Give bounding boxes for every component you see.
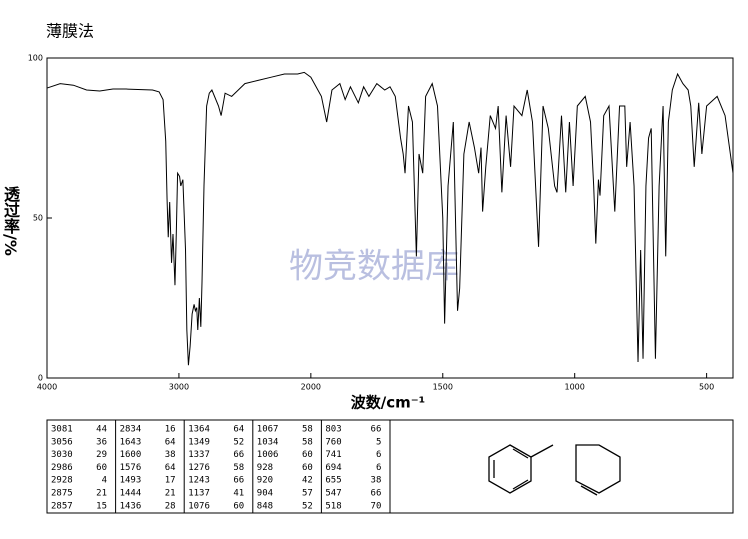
x-axis-label: 波数/cm⁻¹: [351, 394, 426, 412]
table-cell: 28: [165, 501, 176, 511]
table-cell: 52: [233, 437, 244, 447]
table-cell: 1076: [188, 501, 210, 511]
y-tick-label: 50: [33, 214, 43, 223]
table-cell: 17: [165, 476, 176, 486]
table-cell: 21: [96, 489, 107, 499]
double-bond: [512, 448, 529, 459]
table-cell: 41: [233, 489, 244, 499]
table-cell: 64: [165, 463, 176, 473]
table-cell: 52: [302, 501, 313, 511]
table-cell: 1436: [120, 501, 142, 511]
table-cell: 38: [371, 476, 382, 486]
x-tick-label: 1000: [565, 383, 585, 392]
watermark: 物竞数据库: [289, 247, 459, 287]
table-cell: 2857: [51, 501, 73, 511]
table-cell: 64: [233, 425, 244, 435]
table-cell: 29: [96, 450, 107, 460]
table-cell: 1337: [188, 450, 210, 460]
table-cell: 1137: [188, 489, 210, 499]
table-cell: 5: [376, 437, 381, 447]
table-cell: 1067: [257, 425, 279, 435]
table-cell: 518: [325, 501, 341, 511]
double-bond: [580, 485, 598, 496]
table-cell: 4: [102, 476, 107, 486]
table-cell: 15: [96, 501, 107, 511]
table-cell: 1006: [257, 450, 279, 460]
table-cell: 928: [257, 463, 273, 473]
double-bond: [512, 479, 529, 490]
plot-frame: [46, 57, 734, 379]
table-cell: 1243: [188, 476, 210, 486]
table-cell: 760: [325, 437, 341, 447]
table-cell: 6: [376, 450, 381, 460]
table-cell: 66: [233, 476, 244, 486]
table-cell: 6: [376, 463, 381, 473]
table-cell: 1576: [120, 463, 142, 473]
table-cell: 1600: [120, 450, 142, 460]
table-cell: 741: [325, 450, 341, 460]
table-cell: 38: [165, 450, 176, 460]
structure: [488, 444, 621, 494]
table-cell: 1349: [188, 437, 210, 447]
table-cell: 1034: [257, 437, 279, 447]
table-cell: 60: [302, 463, 313, 473]
table-cell: 1493: [120, 476, 142, 486]
table-cell: 58: [302, 425, 313, 435]
table-cell: 60: [302, 450, 313, 460]
spectrum-line: [46, 71, 734, 366]
x-tick-label: 4000: [37, 383, 57, 392]
table-cell: 66: [233, 450, 244, 460]
x-tick-label: 500: [699, 383, 714, 392]
table-cell: 60: [96, 463, 107, 473]
table-cell: 64: [165, 437, 176, 447]
table-cell: 1444: [120, 489, 142, 499]
table-cell: 547: [325, 489, 341, 499]
table-cell: 36: [96, 437, 107, 447]
table-cell: 66: [371, 425, 382, 435]
table-cell: 655: [325, 476, 341, 486]
table-cell: 848: [257, 501, 273, 511]
table-cell: 1276: [188, 463, 210, 473]
table-cell: 694: [325, 463, 341, 473]
table-cell: 70: [371, 501, 382, 511]
table-cell: 57: [302, 489, 313, 499]
table-cell: 904: [257, 489, 273, 499]
single-bond: [530, 444, 554, 458]
table-cell: 42: [302, 476, 313, 486]
table-cell: 803: [325, 425, 341, 435]
chart-title: 薄膜法: [46, 22, 94, 41]
table-cell: 920: [257, 476, 273, 486]
table-cell: 21: [165, 489, 176, 499]
x-tick-label: 2000: [301, 383, 321, 392]
table-cell: 16: [165, 425, 176, 435]
table-cell: 58: [233, 463, 244, 473]
table-cell: 3056: [51, 437, 73, 447]
x-tick-label: 3000: [169, 383, 189, 392]
y-tick-label: 100: [28, 54, 43, 63]
table-cell: 60: [233, 501, 244, 511]
table-cell: 1643: [120, 437, 142, 447]
table-cell: 2986: [51, 463, 73, 473]
table-cell: 66: [371, 489, 382, 499]
table-cell: 2834: [120, 425, 142, 435]
y-tick-label: 0: [38, 374, 43, 383]
table-cell: 1364: [188, 425, 210, 435]
table-cell: 3081: [51, 425, 73, 435]
table-cell: 3030: [51, 450, 73, 460]
table-cell: 2928: [51, 476, 73, 486]
y-axis-label: 透过率/%: [1, 186, 20, 256]
table-cell: 58: [302, 437, 313, 447]
table-cell: 44: [96, 425, 107, 435]
x-tick-label: 1500: [433, 383, 453, 392]
cyclohexene-ring: [575, 444, 621, 494]
table-cell: 2875: [51, 489, 73, 499]
benzene-ring: [488, 444, 532, 494]
